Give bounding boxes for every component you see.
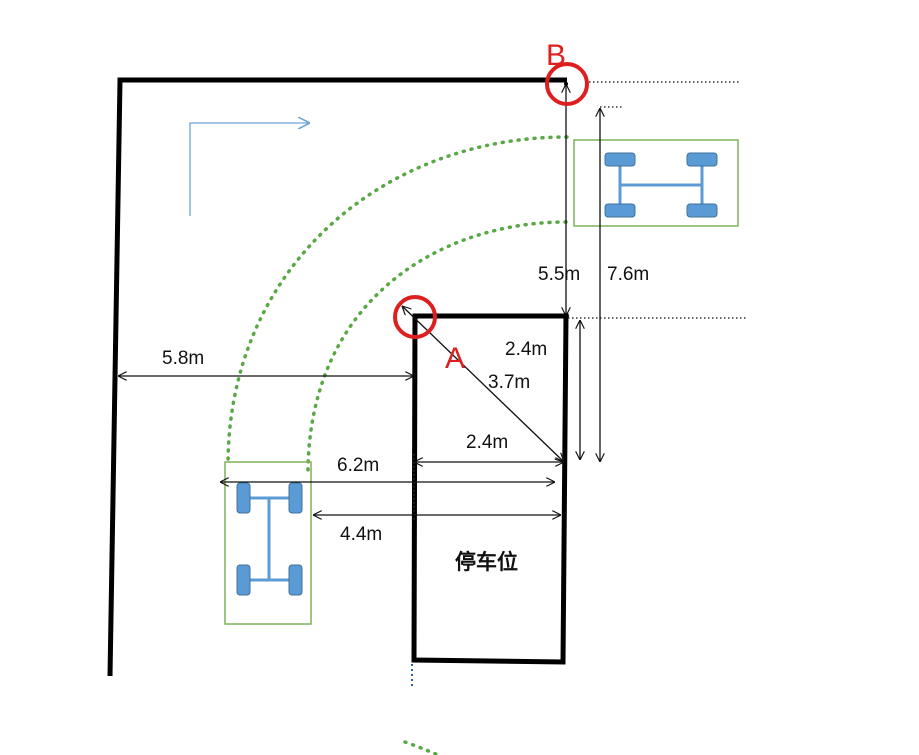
marker-b-label: B	[546, 39, 566, 72]
marker-b-circle	[545, 62, 589, 106]
corner-dot	[564, 82, 568, 86]
car-outline	[573, 139, 739, 227]
bottom-arc-fragment	[403, 740, 440, 755]
dimension-label-2-4-side: 2.4m	[505, 339, 547, 360]
dimension-label-2-4-width: 2.4m	[466, 432, 508, 453]
outer-turning-arc	[226, 135, 569, 467]
wheel-icon	[604, 203, 636, 218]
car-top-right	[573, 139, 739, 227]
parking-slot-outline	[411, 313, 569, 665]
wheel-icon	[604, 152, 636, 167]
wheel-icon	[686, 152, 718, 167]
parking-slot-label: 停车位	[455, 550, 518, 574]
wheel-icon	[288, 564, 303, 596]
inner-turning-arc	[306, 220, 568, 472]
dimension-label-4-4: 4.4m	[340, 524, 382, 545]
wheel-icon	[236, 564, 251, 596]
direction-arrow-icon	[189, 123, 310, 216]
dimension-label-7-6: 7.6m	[607, 264, 649, 285]
dimension-label-6-2: 6.2m	[337, 455, 379, 476]
corner-dot	[563, 313, 569, 319]
car-bottom-left	[224, 461, 312, 625]
dimension-label-3-7: 3.7m	[488, 372, 530, 393]
marker-a-circle	[393, 295, 437, 339]
wheel-icon	[236, 482, 251, 514]
dimension-label-5-5: 5.5m	[538, 264, 580, 285]
wheel-icon	[686, 203, 718, 218]
car-outline	[224, 461, 312, 625]
dimension-label-5-8: 5.8m	[162, 348, 204, 369]
outer-wall	[107, 77, 567, 677]
marker-a-label: A	[445, 342, 465, 375]
wheel-icon	[288, 482, 303, 514]
